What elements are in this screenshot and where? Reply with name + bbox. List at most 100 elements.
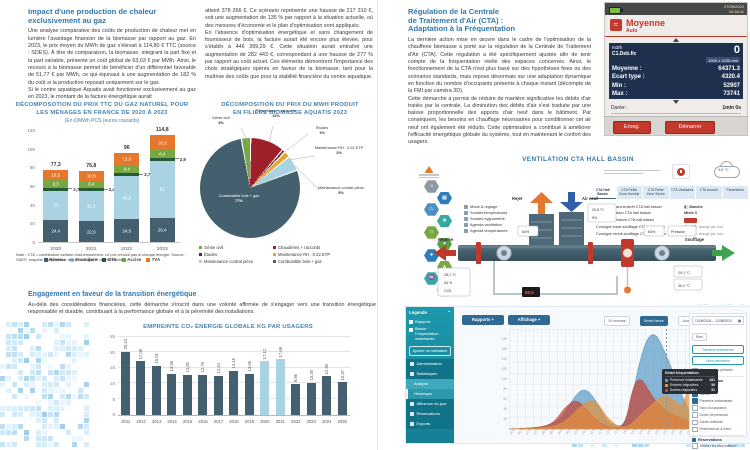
- toolbar-button-1[interactable]: Affichage +: [508, 315, 550, 325]
- checkbox-icon[interactable]: [692, 443, 698, 449]
- checkbox-icon[interactable]: [692, 426, 698, 433]
- start-button[interactable]: Démarrer: [665, 121, 715, 134]
- bar: [291, 383, 301, 415]
- checkbox-icon[interactable]: [409, 320, 413, 324]
- sidebar-menu-affluence-du-jour[interactable]: Affluence du jour: [406, 398, 454, 409]
- mosaic-tile: [54, 400, 59, 405]
- toggle-icon[interactable]: ▮▯: [684, 204, 689, 209]
- bms-nav-hex-5[interactable]: ✦: [437, 237, 452, 251]
- scroll-up-indicator[interactable]: [673, 38, 679, 42]
- bms-nav-hex-1[interactable]: ▦: [437, 191, 452, 205]
- page-fold: [377, 0, 378, 450]
- panel-checkbox-row[interactable]: Afficher les réservations: [692, 443, 744, 449]
- checkbox-icon[interactable]: [692, 412, 698, 418]
- bms-nav-hex-0[interactable]: ⌂: [424, 180, 439, 193]
- gas-x-label: 2021: [85, 247, 97, 253]
- device-duration-label: Durée :: [611, 105, 628, 111]
- mosaic-tile: [0, 412, 5, 417]
- device-stat-row: Max : 73741: [612, 91, 740, 97]
- add-indicator-button[interactable]: Ajouter un indicateur: [409, 345, 451, 356]
- co2-value-label: 13,06: [246, 361, 252, 372]
- mosaic-tile: [30, 376, 35, 381]
- mosaic-tile: [72, 358, 77, 363]
- mosaic-tile: [6, 388, 11, 393]
- bms-tab-4[interactable]: CTA Accueil: [696, 186, 722, 200]
- panel-button-mois-précédent[interactable]: Mois précédent: [692, 356, 744, 365]
- bms-nav-hex-8[interactable]: ♒: [424, 272, 439, 285]
- mosaic-tile: [18, 340, 23, 345]
- fresh-air-stack: [559, 212, 584, 246]
- sensor-value: Pression: [671, 230, 685, 234]
- save-button[interactable]: Enreg.: [613, 121, 651, 134]
- panel-checkbox-row[interactable]: Durée de présence: [692, 412, 744, 418]
- mosaic-tile: [6, 334, 11, 339]
- co2-value-label: 15,61: [153, 353, 159, 364]
- panel-checkbox-row[interactable]: Taux d'occupation: [692, 405, 744, 411]
- date-range-input[interactable]: 12/08/2024 – 12/08/2024 ▦: [692, 316, 744, 325]
- bms-nav-hex-2[interactable]: ♨: [424, 203, 439, 216]
- gas-y-tick: 100: [27, 146, 35, 152]
- checkbox-checked-icon[interactable]: [692, 398, 698, 404]
- co2-chart-title: EMPREINTE CO₂ ÉNERGIE GLOBALE KG PAR USA…: [143, 324, 313, 330]
- mosaic-tile: [36, 364, 41, 369]
- segment-accise: 8,4: [149, 150, 175, 159]
- checkbox-icon[interactable]: [409, 327, 413, 332]
- sidebar-menu-analyse[interactable]: Analyse: [406, 378, 454, 389]
- device-stat-row: Ecart type : 4320.4: [612, 74, 740, 80]
- mosaic-tile: [18, 412, 23, 417]
- bms-nav-hex-4[interactable]: ☼: [424, 226, 439, 239]
- sidebar-indicator-item[interactable]: Rapports: [406, 318, 454, 326]
- stop-button[interactable]: [672, 164, 690, 179]
- gas-y-tick: 40: [29, 202, 35, 208]
- affluence-y-tick: 160: [501, 347, 507, 351]
- view-chip-smart-heure[interactable]: Smart heure: [640, 316, 668, 326]
- toolbar-button-0[interactable]: Rapports +: [462, 315, 504, 325]
- mosaic-tile: [84, 334, 89, 339]
- sensor-value: 64%: [522, 230, 530, 234]
- sidebar-indicator-item[interactable]: Bassin · Fréquentation instantanée: [406, 326, 454, 343]
- panel-checkbox-row[interactable]: Présence instantanée: [692, 398, 744, 404]
- co2-y-tick: 5: [112, 396, 115, 402]
- bms-tab-2[interactable]: CTA Petite Zone Sèche: [643, 186, 669, 200]
- scroll-down-indicator[interactable]: [673, 100, 679, 104]
- mosaic-tile: [60, 388, 65, 393]
- sidebar-menu-historique[interactable]: Historique: [406, 388, 454, 399]
- panel-button-semaine-précédente[interactable]: Semaine précédente: [692, 345, 744, 354]
- gas-x-label: 2020: [50, 247, 62, 253]
- mosaic-tile: [30, 364, 35, 369]
- damper-left[interactable]: [476, 242, 481, 264]
- panel-checkbox-row[interactable]: Zones d'attente: [692, 419, 744, 426]
- bms-nav-hex-3[interactable]: ❄: [437, 214, 452, 228]
- mosaic-tile: [78, 388, 83, 393]
- real-mode-chip[interactable]: Réel: [692, 333, 707, 341]
- bms-tab-3[interactable]: CTA Vestiaires: [669, 186, 695, 200]
- co2-x-label: 2024: [322, 418, 332, 424]
- mosaic-tile: [18, 334, 23, 339]
- bms-tab-0[interactable]: CTA Hall Bassin: [590, 186, 616, 200]
- stat-label: Max :: [612, 91, 628, 97]
- checkbox-icon[interactable]: [692, 405, 698, 411]
- mosaic-tile: [36, 442, 41, 447]
- affluence-y-tick: 120: [501, 367, 507, 371]
- bms-tab-5[interactable]: Paramètres: [722, 186, 748, 200]
- collapse-icon[interactable]: ⌃: [447, 310, 451, 315]
- damper-right[interactable]: [588, 242, 593, 264]
- sidebar-menu-r-servations[interactable]: Réservations: [406, 408, 454, 419]
- mosaic-tile: [12, 358, 17, 363]
- sidebar-menu-exports[interactable]: Exports: [406, 418, 454, 429]
- checkbox-icon[interactable]: [692, 419, 698, 426]
- mosaic-tile: [54, 406, 59, 411]
- mosaic-tile: [18, 352, 23, 357]
- bms-tab-1[interactable]: CTA Petite Zone Humide: [616, 186, 642, 200]
- sidebar-menu-statistiques[interactable]: Statistiques: [406, 368, 454, 379]
- panel-checkbox-row[interactable]: Réservations & évén.: [692, 426, 744, 433]
- mosaic-tile: [66, 394, 71, 399]
- view-chip-15-minutes[interactable]: 15 minutes: [604, 316, 630, 326]
- gas-chart-note: Note : CTA = contribution tarifaire d'ac…: [16, 252, 186, 263]
- bar: [167, 373, 177, 415]
- mosaic-tile: [84, 340, 89, 345]
- sidebar-menu-administration[interactable]: Administration: [406, 358, 454, 369]
- bms-setting-row: Mode température CTA hall bassin: [596, 218, 748, 223]
- mosaic-tile: [6, 346, 11, 351]
- device-stat-rows: Moyenne : 64371.3 Ecart type : 4320.4 Min : 5…: [612, 66, 740, 98]
